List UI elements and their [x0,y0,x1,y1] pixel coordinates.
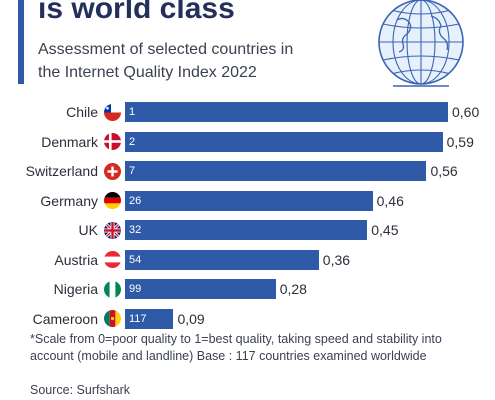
country-label-denmark: Denmark [41,133,98,150]
uk-flag-icon [104,221,121,239]
value-label-switzerland: 0,56 [430,163,458,179]
footnote: *Scale from 0=poor quality to 1=best qua… [30,332,442,363]
country-label-switzerland: Switzerland [25,163,98,179]
rank-label-germany: 26 [129,194,142,207]
germany-flag-icon [104,192,121,209]
value-label-nigeria: 0,28 [279,281,307,297]
country-label-chile: Chile [66,104,98,120]
rank-label-nigeria: 99 [129,283,142,295]
value-label-denmark: 0,59 [446,133,474,150]
rank-label-austria: 54 [129,253,142,266]
nigeria-flag-icon [104,280,121,298]
rank-label-denmark: 2 [129,135,136,148]
bar-austria [125,249,319,270]
subtitle-line-1: Assessment of selected countries in [38,41,294,58]
bar-cameroon [125,308,174,329]
bar-chile [125,102,448,122]
value-label-uk: 0,45 [371,222,399,238]
bar-germany [125,190,373,211]
globe-icon [378,0,464,87]
austria-flag-icon [104,251,121,268]
value-label-chile: 0,60 [452,104,480,120]
rank-label-uk: 32 [129,224,142,236]
bar-switzerland [125,161,427,181]
switzerland-flag-icon [104,162,121,180]
country-label-nigeria: Nigeria [53,281,98,297]
subtitle-line-2: the Internet Quality Index 2022 [38,64,257,81]
rank-label-switzerland: 7 [129,165,136,177]
value-label-austria: 0,36 [322,251,351,268]
denmark-flag-icon [104,133,121,150]
bar-nigeria [125,279,276,299]
bar-chart: Chile 1 0,60 Denmark 2 0,59 Switzerland 7 0,56 Ge… [0,98,495,329]
title-accent-bar [18,0,24,84]
page-title: is world class [38,0,235,25]
value-label-germany: 0,46 [376,192,404,209]
rank-label-cameroon: 117 [129,312,147,325]
cameroon-flag-icon [104,310,121,327]
country-label-germany: Germany [40,192,98,209]
country-label-uk: UK [78,222,98,238]
rank-label-chile: 1 [129,106,136,118]
bar-uk [125,220,368,240]
chile-flag-icon [104,103,121,121]
value-label-cameroon: 0,09 [177,310,205,327]
country-label-austria: Austria [54,251,98,268]
country-label-cameroon: Cameroon [32,310,98,327]
bar-denmark [125,131,443,152]
source-note: Source: Surfshark [30,383,131,397]
